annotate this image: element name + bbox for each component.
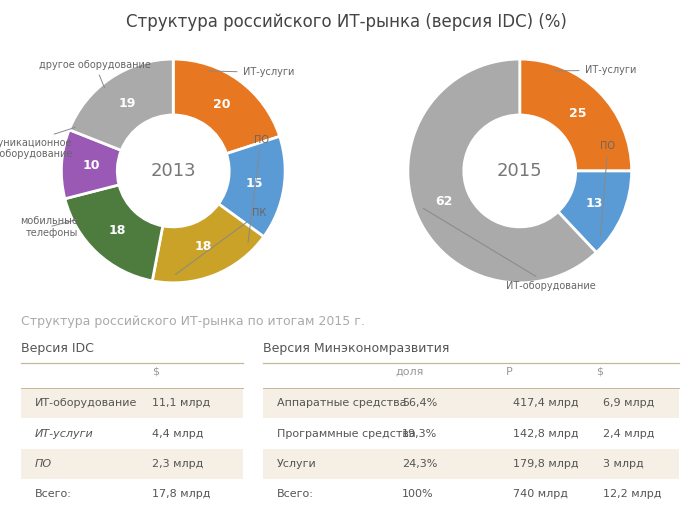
Text: Программные средства: Программные средства xyxy=(277,428,416,439)
Text: Аппаратные средства: Аппаратные средства xyxy=(277,398,407,408)
Text: 25: 25 xyxy=(569,107,586,120)
Wedge shape xyxy=(152,204,264,283)
Text: 17,8 млрд: 17,8 млрд xyxy=(152,490,211,499)
Text: 4,4 млрд: 4,4 млрд xyxy=(152,428,204,439)
Text: 19: 19 xyxy=(119,97,136,110)
Text: 2,4 млрд: 2,4 млрд xyxy=(603,428,654,439)
Wedge shape xyxy=(62,130,121,199)
Bar xyxy=(21,479,243,510)
Text: Структура российского ИТ-рынка по итогам 2015 г.: Структура российского ИТ-рынка по итогам… xyxy=(21,314,365,327)
Text: ИТ-оборудование: ИТ-оборудование xyxy=(35,398,137,408)
Text: 56,4%: 56,4% xyxy=(402,398,437,408)
Text: 18: 18 xyxy=(195,240,212,253)
Text: Всего:: Всего: xyxy=(35,490,71,499)
Wedge shape xyxy=(520,59,631,171)
Text: 24,3%: 24,3% xyxy=(402,459,437,469)
Text: 2013: 2013 xyxy=(150,162,196,180)
Text: ПО: ПО xyxy=(35,459,52,469)
Text: доля: доля xyxy=(395,367,423,377)
Text: 11,1 млрд: 11,1 млрд xyxy=(152,398,211,408)
Wedge shape xyxy=(408,59,597,283)
Text: телекоммуникационное
и сетевое оборудование: телекоммуникационное и сетевое оборудова… xyxy=(0,127,76,160)
Text: 3 млрд: 3 млрд xyxy=(603,459,644,469)
Wedge shape xyxy=(65,185,163,281)
Text: ИТ-услуги: ИТ-услуги xyxy=(555,65,636,75)
Text: ПК: ПК xyxy=(175,208,266,275)
Bar xyxy=(21,419,243,449)
Bar xyxy=(21,449,243,479)
Text: 179,8 млрд: 179,8 млрд xyxy=(513,459,579,469)
Bar xyxy=(263,479,679,510)
Text: 142,8 млрд: 142,8 млрд xyxy=(513,428,579,439)
Text: 100%: 100% xyxy=(402,490,434,499)
Text: 13: 13 xyxy=(586,197,604,210)
Text: мобильные
телефоны: мобильные телефоны xyxy=(20,216,78,238)
Text: Структура российского ИТ-рынка (версия IDC) (%): Структура российского ИТ-рынка (версия I… xyxy=(126,13,567,31)
Text: Всего:: Всего: xyxy=(277,490,314,499)
Bar xyxy=(263,449,679,479)
Text: ИТ-оборудование: ИТ-оборудование xyxy=(423,208,596,291)
Text: 2,3 млрд: 2,3 млрд xyxy=(152,459,204,469)
Bar xyxy=(263,419,679,449)
Text: 15: 15 xyxy=(245,177,263,190)
Text: 62: 62 xyxy=(435,194,453,208)
Text: 6,9 млрд: 6,9 млрд xyxy=(603,398,654,408)
Wedge shape xyxy=(558,171,631,252)
Text: ИТ-услуги: ИТ-услуги xyxy=(35,428,94,439)
Text: Р: Р xyxy=(506,367,513,377)
Wedge shape xyxy=(69,59,173,150)
Bar xyxy=(263,388,679,419)
Wedge shape xyxy=(173,59,280,154)
Text: Услуги: Услуги xyxy=(277,459,317,469)
Text: другое оборудование: другое оборудование xyxy=(39,60,151,88)
Text: $: $ xyxy=(152,367,159,377)
Text: 20: 20 xyxy=(213,98,230,111)
Text: 12,2 млрд: 12,2 млрд xyxy=(603,490,661,499)
Text: Версия IDC: Версия IDC xyxy=(21,342,94,355)
Text: 19,3%: 19,3% xyxy=(402,428,437,439)
Wedge shape xyxy=(218,136,285,237)
Text: 10: 10 xyxy=(83,160,100,172)
Text: ПО: ПО xyxy=(248,135,269,242)
Bar xyxy=(21,388,243,419)
Text: $: $ xyxy=(596,367,603,377)
Text: 417,4 млрд: 417,4 млрд xyxy=(513,398,579,408)
Text: Версия Минэкономразвития: Версия Минэкономразвития xyxy=(263,342,450,355)
Text: 740 млрд: 740 млрд xyxy=(513,490,568,499)
Text: ИТ-услуги: ИТ-услуги xyxy=(209,67,294,78)
Text: 2015: 2015 xyxy=(497,162,543,180)
Text: ПО: ПО xyxy=(600,141,615,236)
Text: 18: 18 xyxy=(109,224,126,237)
